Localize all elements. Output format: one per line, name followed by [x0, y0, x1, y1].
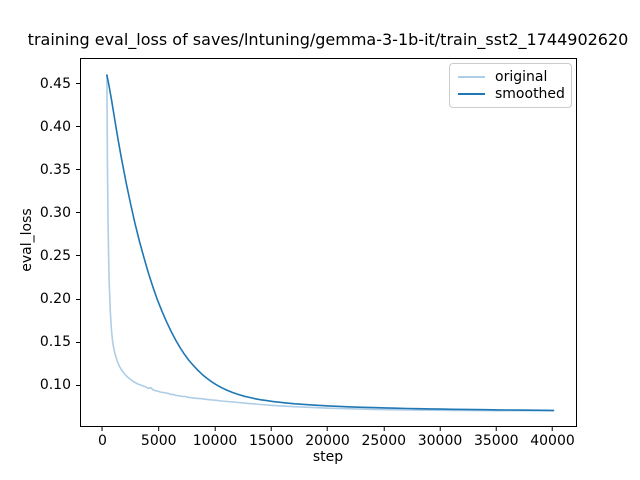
x-tick-35000: 35000	[474, 427, 519, 449]
series-line-smoothed	[106, 74, 555, 412]
x-tick-mark	[158, 427, 160, 431]
series-line-original	[106, 74, 555, 412]
x-tick-5000: 5000	[141, 427, 177, 449]
x-tick-label: 10000	[192, 433, 238, 449]
x-tick-label: 25000	[361, 433, 407, 449]
legend: original smoothed	[449, 63, 572, 108]
x-tick-20000: 20000	[305, 427, 350, 449]
x-tick-label: 5000	[140, 433, 177, 449]
x-tick-15000: 15000	[249, 427, 294, 449]
x-tick-mark	[551, 427, 553, 431]
legend-entry-original: original	[458, 70, 563, 84]
y-tick-mark	[76, 212, 80, 214]
y-tick-label: 0.30	[39, 204, 71, 221]
y-tick-mark	[76, 255, 80, 257]
y-tick-0.30: 0.30	[40, 205, 80, 221]
y-tick-0.45: 0.45	[40, 76, 80, 92]
chart-title: training eval_loss of saves/lntuning/gem…	[27, 30, 629, 49]
x-tick-40000: 40000	[530, 427, 575, 449]
y-tick-0.35: 0.35	[40, 162, 80, 178]
y-tick-0.40: 0.40	[40, 119, 80, 135]
plot-area	[80, 58, 577, 427]
y-tick-0.20: 0.20	[40, 291, 80, 307]
x-tick-label: 20000	[305, 433, 350, 449]
legend-label-original: original	[495, 68, 548, 85]
y-tick-label: 0.15	[39, 334, 71, 351]
x-tick-10000: 10000	[192, 427, 238, 449]
x-tick-mark	[383, 427, 385, 431]
x-tick-label: 0	[98, 433, 107, 449]
x-axis-label: step	[312, 449, 344, 465]
y-axis-ticks: 0.10 0.15 0.20 0.25 0.30 0.35 0.40 0.45	[0, 58, 80, 427]
y-tick-mark	[76, 169, 80, 171]
y-tick-label: 0.20	[39, 291, 71, 308]
y-tick-label: 0.35	[39, 161, 71, 178]
legend-entry-smoothed: smoothed	[458, 86, 565, 103]
plot-canvas	[106, 74, 555, 412]
y-tick-label: 0.10	[39, 377, 71, 394]
x-tick-mark	[326, 427, 328, 431]
y-tick-mark	[76, 384, 80, 386]
y-tick-0.25: 0.25	[40, 248, 80, 264]
x-tick-mark	[495, 427, 497, 431]
x-tick-label: 40000	[530, 433, 575, 449]
original-line-swatch	[458, 75, 485, 78]
x-tick-25000: 25000	[361, 427, 406, 449]
y-tick-label: 0.25	[39, 247, 71, 264]
x-tick-label: 30000	[417, 433, 463, 449]
x-tick-mark	[214, 427, 216, 431]
x-tick-mark	[270, 427, 272, 431]
x-tick-label: 15000	[248, 433, 294, 449]
x-tick-mark	[439, 427, 441, 431]
x-tick-0: 0	[98, 427, 107, 449]
y-tick-0.10: 0.10	[40, 377, 80, 393]
y-tick-label: 0.45	[39, 75, 71, 92]
y-tick-label: 0.40	[39, 118, 71, 135]
y-tick-0.15: 0.15	[40, 334, 80, 350]
x-tick-30000: 30000	[417, 427, 463, 449]
y-tick-mark	[76, 341, 80, 343]
legend-label-smoothed: smoothed	[495, 86, 565, 103]
smoothed-line-swatch	[458, 93, 485, 96]
y-tick-mark	[76, 83, 80, 85]
x-axis-ticks: 0 5000 10000 15000 20000 25000 30000 35000 40000	[80, 427, 577, 453]
y-tick-mark	[76, 126, 80, 128]
x-tick-mark	[101, 427, 103, 431]
y-tick-mark	[76, 298, 80, 300]
x-tick-label: 35000	[473, 433, 519, 449]
